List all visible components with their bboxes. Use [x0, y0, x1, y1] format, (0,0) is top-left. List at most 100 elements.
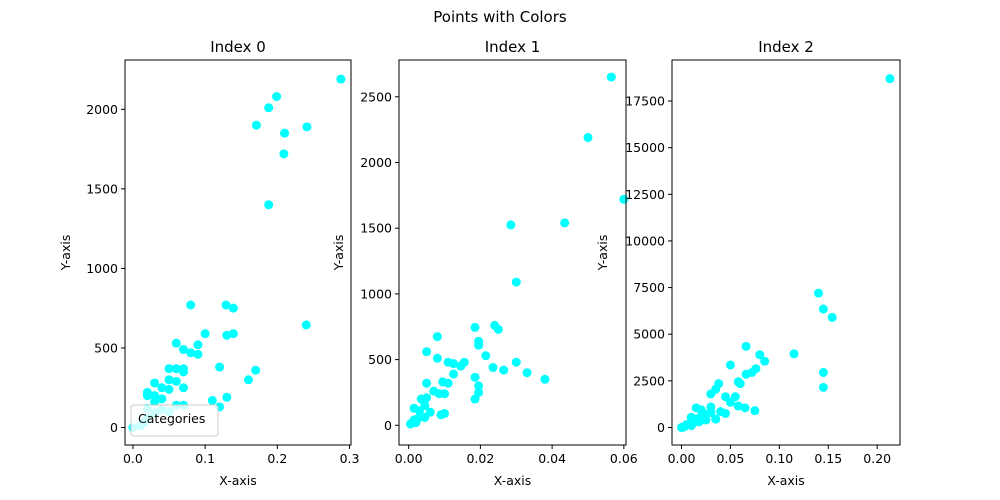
data-point: [470, 394, 480, 404]
panel-title: Index 1: [485, 38, 541, 56]
data-point: [432, 332, 442, 342]
x-tick-label: 0.15: [814, 451, 842, 466]
x-tick-label: 0.00: [668, 451, 696, 466]
y-axis-label: Y-axis: [331, 235, 346, 272]
y-tick-label: 0: [384, 418, 392, 433]
data-point: [272, 92, 282, 102]
data-point: [813, 288, 823, 298]
data-point: [228, 303, 238, 313]
x-tick-label: 0.06: [610, 451, 638, 466]
panel-0: 0.0 0.1 0.2 0.3 0 500 1000 1500 2000 Index 0 X-axi…: [58, 38, 360, 488]
axes-frame: [398, 59, 627, 446]
data-point: [725, 360, 735, 370]
data-point: [405, 419, 415, 429]
data-point: [157, 383, 167, 393]
data-point: [701, 415, 711, 425]
data-point: [178, 383, 188, 393]
legend-title: Categories: [138, 411, 205, 426]
data-point: [511, 277, 521, 287]
x-axis-label: X-axis: [219, 473, 257, 488]
y-tick-label: 0: [657, 420, 665, 435]
data-point: [818, 367, 828, 377]
figure-suptitle: Points with Colors: [433, 8, 567, 26]
data-point: [178, 367, 188, 377]
x-tick-label: 0.20: [863, 451, 891, 466]
data-point: [470, 372, 480, 382]
data-point: [142, 391, 152, 401]
y-tick-label: 2000: [360, 155, 392, 170]
data-point: [193, 349, 203, 359]
y-tick-label: 1000: [86, 261, 118, 276]
data-point: [440, 389, 450, 399]
data-point: [493, 324, 503, 334]
data-point: [750, 406, 760, 416]
data-point: [171, 376, 181, 386]
panel-title: Index 0: [210, 38, 266, 56]
x-tick-label: 0.10: [765, 451, 793, 466]
data-point: [440, 408, 450, 418]
x-tick-label: 0.2: [267, 451, 287, 466]
axes-frame: [671, 59, 901, 446]
data-point: [456, 361, 466, 371]
scatter-series-1: [405, 72, 629, 429]
data-point: [243, 375, 253, 385]
x-tick-label: 0.04: [538, 451, 566, 466]
data-point: [474, 340, 484, 350]
data-point: [818, 382, 828, 392]
data-point: [725, 397, 735, 407]
panel-title: Index 2: [758, 38, 814, 56]
data-point: [686, 421, 696, 431]
data-point: [827, 312, 837, 322]
data-point: [560, 218, 570, 228]
data-point: [449, 369, 459, 379]
legend-box: [130, 404, 219, 437]
x-tick-label: 0.0: [123, 451, 143, 466]
data-point: [207, 395, 217, 405]
data-point: [470, 322, 480, 332]
data-point: [422, 378, 432, 388]
data-point: [789, 349, 799, 359]
data-point: [193, 340, 203, 350]
data-point: [733, 401, 743, 411]
data-point: [449, 359, 459, 369]
data-point: [150, 378, 160, 388]
y-tick-label: 2500: [360, 89, 392, 104]
data-point: [171, 338, 181, 348]
y-tick-label: 10000: [625, 233, 665, 248]
data-point: [711, 414, 721, 424]
data-point: [164, 384, 174, 394]
data-point: [488, 362, 498, 372]
y-tick-label: 15000: [625, 140, 665, 155]
data-point: [150, 391, 160, 401]
data-point: [157, 394, 167, 404]
data-point: [221, 300, 231, 310]
data-point: [164, 364, 174, 374]
y-tick-label: 0: [110, 420, 118, 435]
data-point: [481, 351, 491, 361]
axes-frame: [124, 59, 352, 446]
data-point: [740, 403, 750, 413]
x-axis-label: X-axis: [767, 473, 805, 488]
y-axis-label: Y-axis: [595, 235, 610, 272]
y-tick-label: 5000: [633, 327, 665, 342]
data-point: [540, 374, 550, 384]
data-point: [164, 375, 174, 385]
y-tick-label: 1000: [360, 286, 392, 301]
data-point: [474, 387, 484, 397]
data-point: [150, 397, 160, 407]
data-point: [818, 304, 828, 314]
x-tick-label: 0.1: [195, 451, 215, 466]
data-point: [706, 389, 716, 399]
data-point: [279, 149, 289, 159]
x-axis-label: X-axis: [494, 473, 532, 488]
y-tick-label: 1500: [360, 221, 392, 236]
data-point: [735, 379, 745, 389]
data-point: [280, 128, 290, 138]
y-tick-label: 500: [94, 340, 118, 355]
data-point: [264, 200, 274, 210]
data-point: [251, 365, 261, 375]
data-point: [583, 133, 593, 143]
x-tick-label: 0.02: [466, 451, 494, 466]
data-point: [186, 300, 196, 310]
